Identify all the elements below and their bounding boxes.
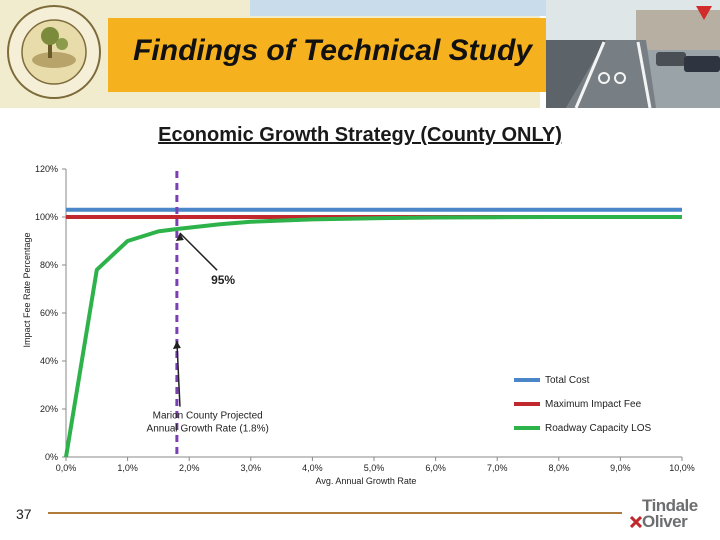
annotation-label: Marion County Projected: [153, 411, 263, 422]
logo-mark-icon: [630, 516, 642, 528]
y-tick-label: 0%: [45, 452, 58, 462]
annotation-arrowhead: [172, 341, 181, 349]
series-line-roadway-capacity-los: [64, 215, 682, 458]
page-number: 37: [16, 506, 32, 522]
y-tick-label: 40%: [40, 356, 58, 366]
x-tick-label: 3,0%: [241, 463, 262, 473]
annotation-arrow: [179, 232, 218, 271]
y-tick-label: 100%: [35, 212, 58, 222]
y-tick-label: 120%: [35, 164, 58, 174]
annotation-arrow: [176, 340, 181, 407]
x-axis-label: Avg. Annual Growth Rate: [316, 476, 417, 486]
title-band: [108, 18, 546, 92]
x-tick-label: 10,0%: [669, 463, 695, 473]
legend-label: Total Cost: [545, 375, 590, 386]
chart-annotations: 95% Marion County Projected Annual Growth …: [147, 232, 269, 435]
x-tick-label: 0,0%: [56, 463, 77, 473]
x-tick-label: 1,0%: [117, 463, 138, 473]
growth-strategy-chart: 0% 20% 40% 60% 80% 100% 120% 0,0% 1,0% 2,0% 3,0% 4…: [22, 164, 695, 486]
y-axis-label: Impact Fee Rate Percentage: [22, 232, 32, 347]
x-tick-label: 5,0%: [364, 463, 385, 473]
chart-series: [64, 171, 682, 458]
x-tick-label: 9,0%: [610, 463, 631, 473]
x-tick-label: 4,0%: [302, 463, 323, 473]
county-seal-icon: [7, 5, 101, 99]
x-tick-label: 6,0%: [425, 463, 446, 473]
x-tick-label: 8,0%: [549, 463, 570, 473]
y-tick-labels: 0% 20% 40% 60% 80% 100% 120%: [35, 164, 66, 462]
x-tick-labels: 0,0% 1,0% 2,0% 3,0% 4,0% 5,0% 6,0% 7,0% 8,0% 9,0%…: [56, 457, 695, 473]
x-tick-label: 2,0%: [179, 463, 200, 473]
company-logo: Tindale Oliver: [630, 496, 714, 532]
annotation-arrowhead: [175, 233, 184, 241]
y-tick-label: 80%: [40, 260, 58, 270]
y-tick-label: 60%: [40, 308, 58, 318]
logo-text-line1: Tindale: [642, 496, 698, 515]
annotation-label: 95%: [211, 273, 235, 287]
y-tick-label: 20%: [40, 404, 58, 414]
annotation-label-line2: Annual Growth Rate (1.8%): [147, 424, 269, 435]
header-banner: Findings of Technical Study: [0, 0, 720, 108]
logo-text-line2: Oliver: [642, 512, 688, 531]
x-tick-label: 7,0%: [487, 463, 508, 473]
header-accent-strip: [250, 0, 550, 16]
legend-label: Maximum Impact Fee: [545, 399, 642, 410]
footer-divider: [48, 512, 622, 514]
slide-title: Findings of Technical Study: [133, 34, 532, 67]
chart-legend: Total Cost Maximum Impact Fee Roadway Capa…: [514, 375, 651, 434]
chart-subtitle: Economic Growth Strategy (County ONLY): [158, 124, 562, 146]
legend-label: Roadway Capacity LOS: [545, 423, 651, 434]
bike-lane-photo: [546, 0, 720, 108]
